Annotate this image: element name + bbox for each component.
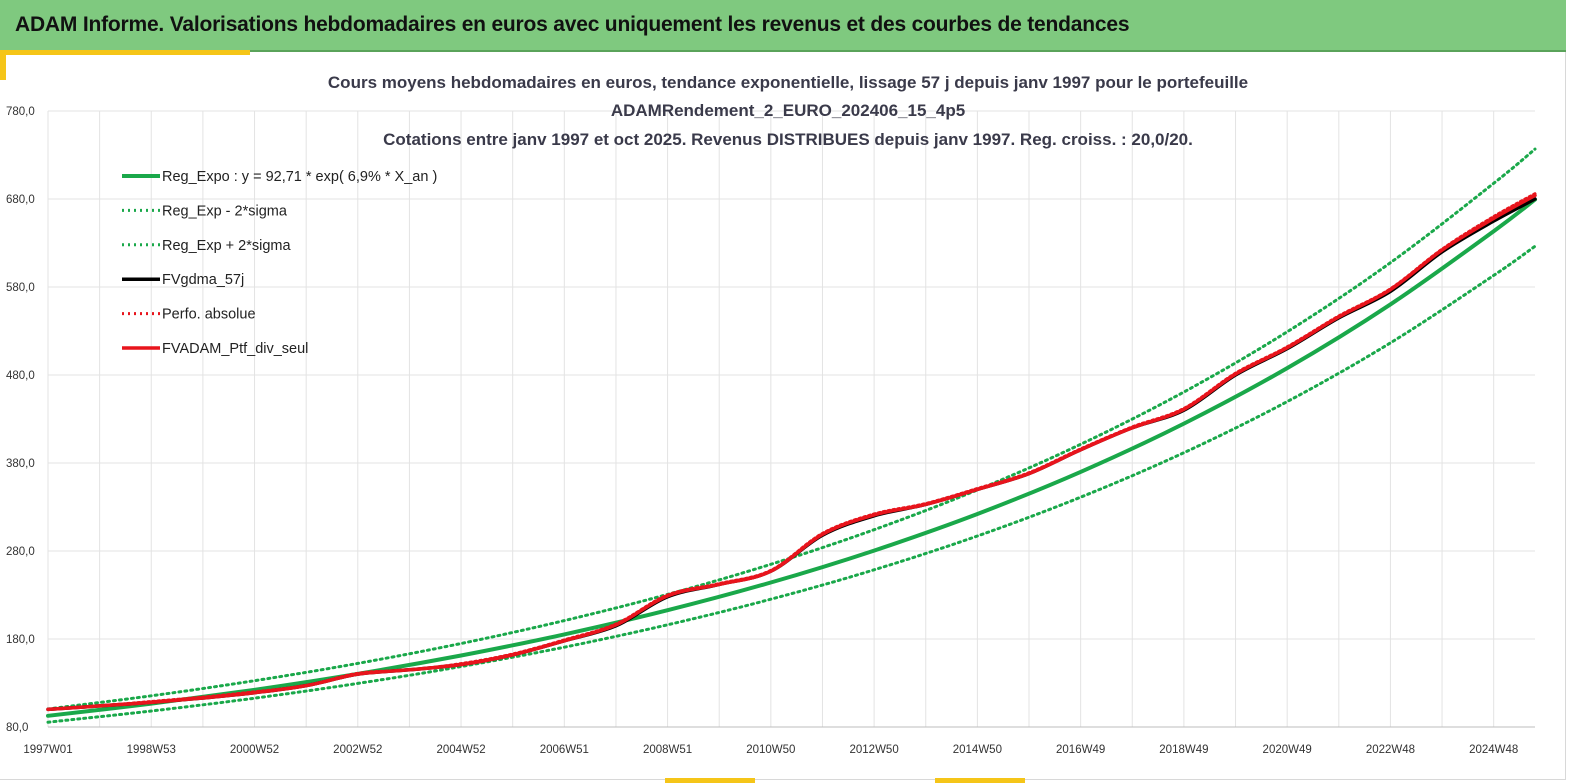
series-fvadam-ptf-div-seul <box>46 193 1537 712</box>
x-tick-label: 2022W48 <box>1366 744 1415 756</box>
series-fvgdma-57j <box>46 197 1537 712</box>
chart-title-line-1: Cours moyens hebdomadaires en euros, ten… <box>328 73 1248 92</box>
series-reg-expo <box>46 197 1537 718</box>
x-tick-label: 2016W49 <box>1056 744 1105 756</box>
x-tick-label: 2008W51 <box>643 744 692 756</box>
y-tick-label: 480,0 <box>6 370 35 382</box>
x-tick-label: 2000W52 <box>230 744 279 756</box>
legend-label: Reg_Exp - 2*sigma <box>162 203 288 219</box>
x-tick-label: 2002W52 <box>333 744 382 756</box>
y-tick-label: 780,0 <box>6 106 35 118</box>
chart-title: Cours moyens hebdomadaires en euros, ten… <box>328 73 1248 149</box>
grid <box>47 110 1535 728</box>
series-perfo-absolue <box>46 192 1537 711</box>
chart-frame <box>0 52 1566 780</box>
x-axis: 1997W01 1998W53 2000W52 2002W52 2004W52 2006W… <box>23 744 1518 756</box>
chart-title-line-3: Cotations entre janv 1997 et oct 2025. R… <box>383 130 1193 149</box>
x-tick-label: 1997W01 <box>23 744 72 756</box>
legend-label: Reg_Expo : y = 92,71 * exp( 6,9% * X_an … <box>162 169 437 185</box>
legend-label: Perfo. absolue <box>162 307 256 323</box>
y-tick-label: 680,0 <box>6 194 35 206</box>
series-reg-exp-plus-2sigma <box>46 147 1537 711</box>
x-tick-label: 2010W50 <box>746 744 795 756</box>
accent-bar <box>0 50 250 55</box>
legend-label: FVgdma_57j <box>162 272 244 288</box>
y-tick-label: 180,0 <box>6 634 35 646</box>
x-tick-label: 2018W49 <box>1159 744 1208 756</box>
y-tick-label: 380,0 <box>6 458 35 470</box>
y-axis: 780,0 680,0 580,0 480,0 380,0 280,0 180,0 80,0 <box>6 106 35 734</box>
header-banner: ADAM Informe. Valorisations hebdomadaire… <box>0 0 1566 52</box>
series-reg-exp-minus-2sigma <box>46 244 1537 724</box>
x-tick-label: 2006W51 <box>540 744 589 756</box>
x-tick-label: 2004W52 <box>436 744 485 756</box>
y-tick-label: 80,0 <box>6 722 28 734</box>
x-tick-label: 2012W50 <box>849 744 898 756</box>
accent-bar-left <box>0 50 6 80</box>
x-tick-label: 2020W49 <box>1263 744 1312 756</box>
legend-label: Reg_Exp + 2*sigma <box>162 238 291 254</box>
chart-title-line-2: ADAMRendement_2_EURO_202406_15_4p5 <box>611 101 965 120</box>
y-tick-label: 280,0 <box>6 546 35 558</box>
x-tick-label: 1998W53 <box>127 744 176 756</box>
x-tick-label: 2014W50 <box>953 744 1002 756</box>
y-tick-label: 580,0 <box>6 282 35 294</box>
legend-label: FVADAM_Ptf_div_seul <box>162 341 308 357</box>
bottom-accent-mark <box>665 778 755 783</box>
bottom-accent-mark <box>935 778 1025 783</box>
x-tick-label: 2024W48 <box>1469 744 1518 756</box>
plot-area <box>46 147 1537 724</box>
legend: Reg_Expo : y = 92,71 * exp( 6,9% * X_an … <box>122 169 437 357</box>
page-title: ADAM Informe. Valorisations hebdomadaire… <box>15 13 1130 36</box>
